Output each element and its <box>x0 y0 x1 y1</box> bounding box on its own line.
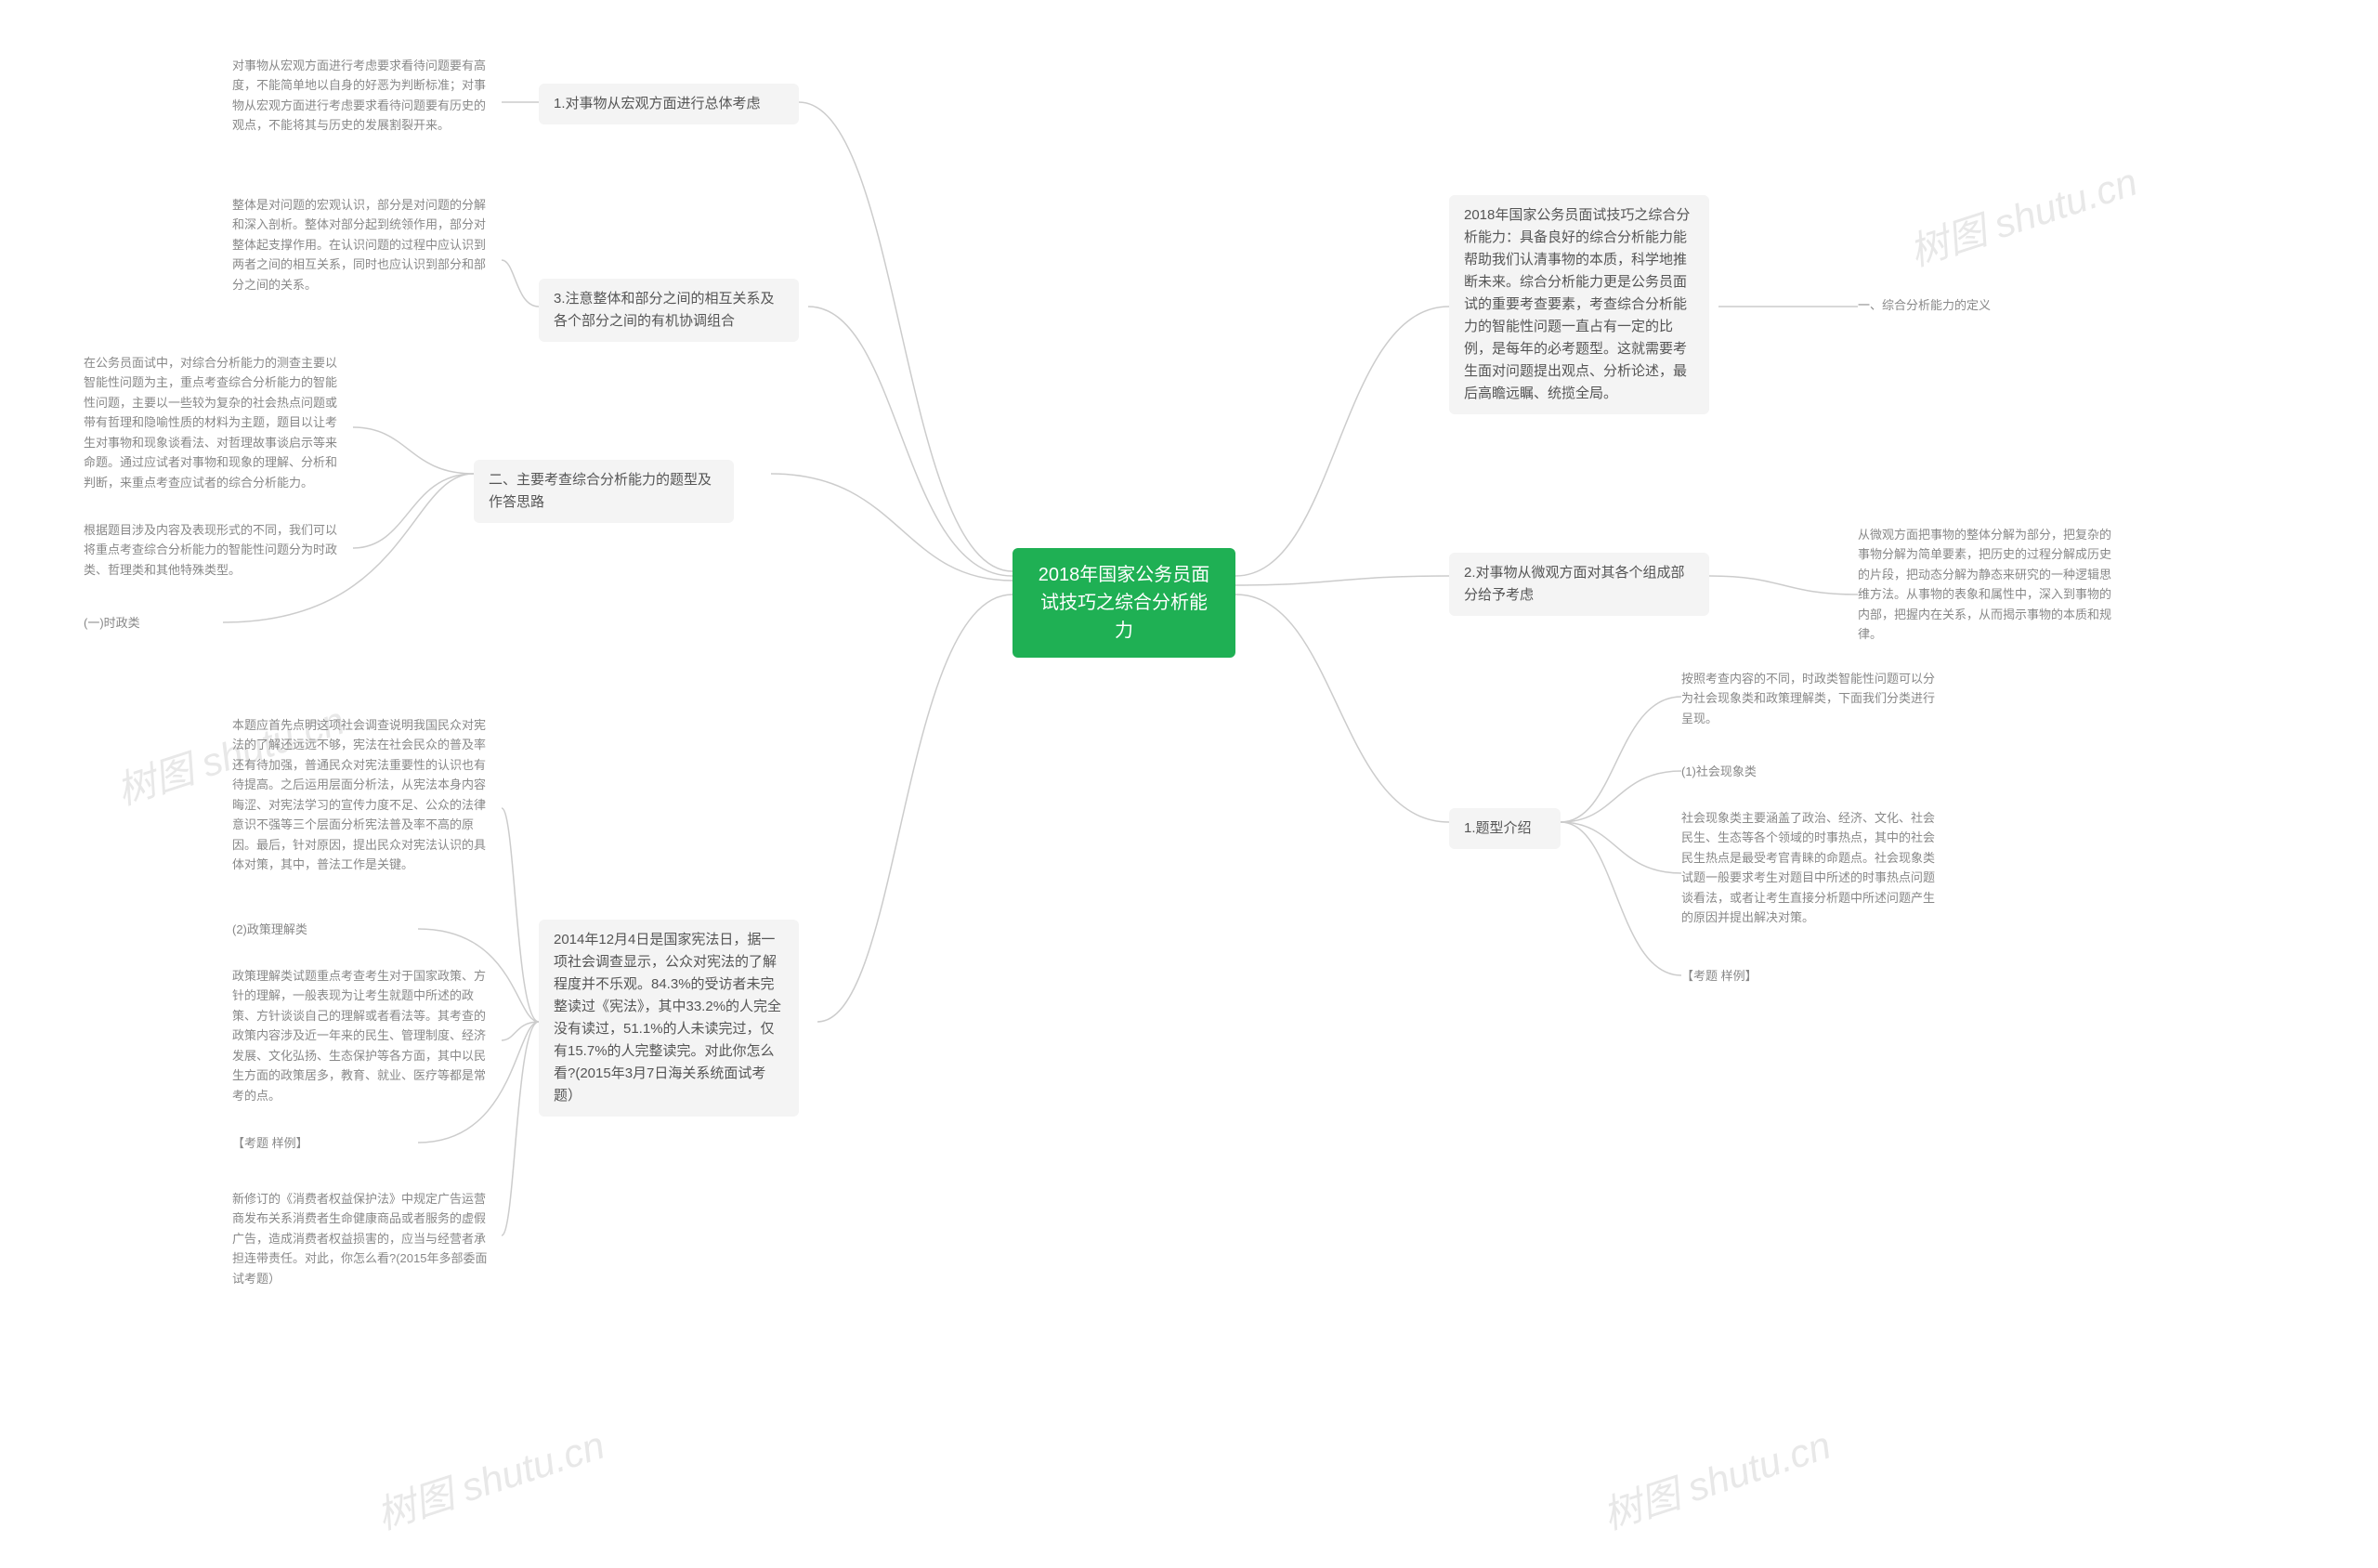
branch-r3-sub1: 按照考查内容的不同，时政类智能性问题可以分为社会现象类和政策理解类，下面我们分类… <box>1681 669 1941 728</box>
branch-r2-desc: 从微观方面把事物的整体分解为部分，把复杂的事物分解为简单要素，把历史的过程分解成… <box>1858 525 2118 645</box>
branch-r3-sub3: 社会现象类主要涵盖了政治、经济、文化、社会民生、生态等各个领域的时事热点，其中的… <box>1681 808 1941 928</box>
branch-l3: 3.注意整体和部分之间的相互关系及各个部分之间的有机协调组合 <box>539 279 799 342</box>
branch-l4-desc3: 政策理解类试题重点考查考生对于国家政策、方针的理解，一般表现为让考生就题中所述的… <box>232 966 492 1105</box>
watermark: 树图 shutu.cn <box>1595 1414 1837 1541</box>
branch-l4: 2014年12月4日是国家宪法日，据一项社会调查显示，公众对宪法的了解程度并不乐… <box>539 920 799 1117</box>
branch-l1-desc: 对事物从宏观方面进行考虑要求看待问题要有高度，不能简单地以自身的好恶为判断标准；… <box>232 56 492 136</box>
branch-l2-desc3: (一)时政类 <box>84 613 223 633</box>
branch-r1-label: 一、综合分析能力的定义 <box>1858 295 1991 315</box>
branch-l4-desc1: 本题应首先点明这项社会调查说明我国民众对宪法的了解还远远不够，宪法在社会民众的普… <box>232 715 492 875</box>
branch-r3-sub2: (1)社会现象类 <box>1681 762 1867 781</box>
branch-l4-desc5: 新修订的《消费者权益保护法》中规定广告运营商发布关系消费者生命健康商品或者服务的… <box>232 1189 492 1288</box>
branch-r1-desc: 2018年国家公务员面试技巧之综合分析能力：具备良好的综合分析能力能帮助我们认清… <box>1449 195 1709 414</box>
branch-l3-desc: 整体是对问题的宏观认识，部分是对问题的分解和深入剖析。整体对部分起到统领作用，部… <box>232 195 492 294</box>
branch-l4-desc4: 【考题 样例】 <box>232 1133 418 1153</box>
branch-l4-desc2: (2)政策理解类 <box>232 920 418 939</box>
mindmap-root: 2018年国家公务员面试技巧之综合分析能力 <box>1013 548 1235 658</box>
branch-l2-desc2: 根据题目涉及内容及表现形式的不同，我们可以将重点考查综合分析能力的智能性问题分为… <box>84 520 344 580</box>
watermark: 树图 shutu.cn <box>1901 150 2144 278</box>
branch-r2: 2.对事物从微观方面对其各个组成部分给予考虑 <box>1449 553 1709 616</box>
branch-r3: 1.题型介绍 <box>1449 808 1561 849</box>
branch-l2-desc1: 在公务员面试中，对综合分析能力的测查主要以智能性问题为主，重点考查综合分析能力的… <box>84 353 344 492</box>
branch-l2: 二、主要考查综合分析能力的题型及作答思路 <box>474 460 734 523</box>
watermark: 树图 shutu.cn <box>369 1414 611 1541</box>
branch-l1: 1.对事物从宏观方面进行总体考虑 <box>539 84 799 124</box>
branch-r3-sub4: 【考题 样例】 <box>1681 966 1867 986</box>
